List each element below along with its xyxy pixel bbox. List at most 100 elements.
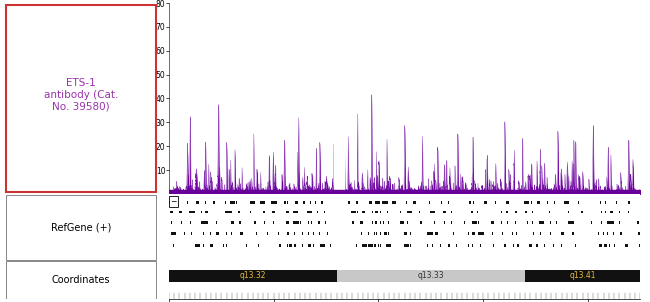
Bar (289, 201, 291, 204)
Bar (610, 211, 614, 213)
Bar (568, 211, 569, 213)
Text: q13.33: q13.33 (417, 271, 444, 280)
Bar (500, 211, 502, 213)
Bar (515, 221, 516, 224)
Bar (578, 201, 579, 204)
Bar (613, 233, 614, 235)
Bar (512, 233, 513, 235)
Bar (513, 244, 514, 247)
Bar (284, 201, 286, 204)
Bar (226, 244, 227, 247)
Bar (231, 211, 232, 213)
Bar (600, 201, 601, 204)
Bar (561, 233, 564, 235)
Bar (289, 244, 292, 247)
Bar (601, 221, 602, 224)
Bar (410, 244, 411, 247)
Bar (384, 233, 387, 235)
Bar (386, 244, 391, 247)
Bar (230, 201, 235, 204)
Bar (448, 244, 450, 247)
Text: ETS-1
antibody (Cat.
No. 39580): ETS-1 antibody (Cat. No. 39580) (44, 78, 118, 111)
Bar (263, 211, 265, 213)
Bar (468, 233, 469, 235)
Bar (351, 211, 356, 213)
Bar (614, 244, 615, 247)
Bar (435, 233, 438, 235)
Bar (225, 201, 226, 204)
Bar (550, 233, 551, 235)
Bar (246, 244, 247, 247)
Text: −: − (170, 197, 177, 206)
Bar (443, 211, 446, 213)
Bar (434, 211, 436, 213)
Bar (325, 221, 326, 224)
Bar (231, 233, 232, 235)
Bar (544, 244, 545, 247)
Bar (250, 201, 255, 204)
Bar (404, 233, 407, 235)
Bar (469, 201, 471, 204)
Bar (432, 233, 433, 235)
Bar (487, 211, 488, 213)
Bar (472, 221, 477, 224)
Bar (361, 244, 367, 247)
Bar (581, 211, 583, 213)
Bar (525, 270, 640, 282)
Bar (625, 244, 629, 247)
Bar (599, 244, 602, 247)
Bar (527, 221, 528, 224)
Bar (532, 211, 533, 213)
Bar (223, 244, 224, 247)
Bar (287, 221, 289, 224)
Bar (195, 244, 200, 247)
Bar (308, 221, 309, 224)
Bar (507, 221, 508, 224)
FancyBboxPatch shape (6, 5, 156, 192)
Bar (362, 221, 363, 224)
Bar (226, 233, 227, 235)
Text: q13.32: q13.32 (240, 271, 266, 280)
Bar (311, 211, 312, 213)
Bar (620, 233, 621, 235)
Bar (515, 211, 517, 213)
Bar (382, 201, 387, 204)
Bar (506, 201, 510, 204)
Bar (441, 201, 442, 204)
Bar (528, 233, 529, 235)
Bar (216, 233, 219, 235)
Bar (419, 211, 420, 213)
Bar (352, 221, 354, 224)
Bar (387, 211, 388, 213)
Bar (360, 221, 362, 224)
Bar (451, 221, 452, 224)
Bar (564, 201, 569, 204)
Bar (210, 233, 211, 235)
Bar (295, 201, 298, 204)
Bar (256, 233, 257, 235)
Bar (553, 244, 554, 247)
Bar (426, 233, 432, 235)
Bar (293, 211, 298, 213)
Bar (267, 233, 268, 235)
Bar (171, 233, 176, 235)
Bar (380, 244, 381, 247)
Bar (272, 211, 275, 213)
Bar (186, 244, 187, 247)
Bar (604, 244, 608, 247)
Bar (400, 221, 404, 224)
Bar (619, 221, 620, 224)
Bar (320, 244, 325, 247)
Bar (293, 221, 298, 224)
Bar (315, 201, 316, 204)
Bar (294, 233, 295, 235)
Bar (272, 201, 277, 204)
Bar (203, 233, 204, 235)
Bar (550, 221, 551, 224)
Bar (189, 211, 194, 213)
Bar (616, 201, 617, 204)
Bar (214, 211, 215, 213)
Bar (491, 221, 494, 224)
Text: RefGene (+): RefGene (+) (51, 222, 111, 232)
Bar (273, 221, 274, 224)
